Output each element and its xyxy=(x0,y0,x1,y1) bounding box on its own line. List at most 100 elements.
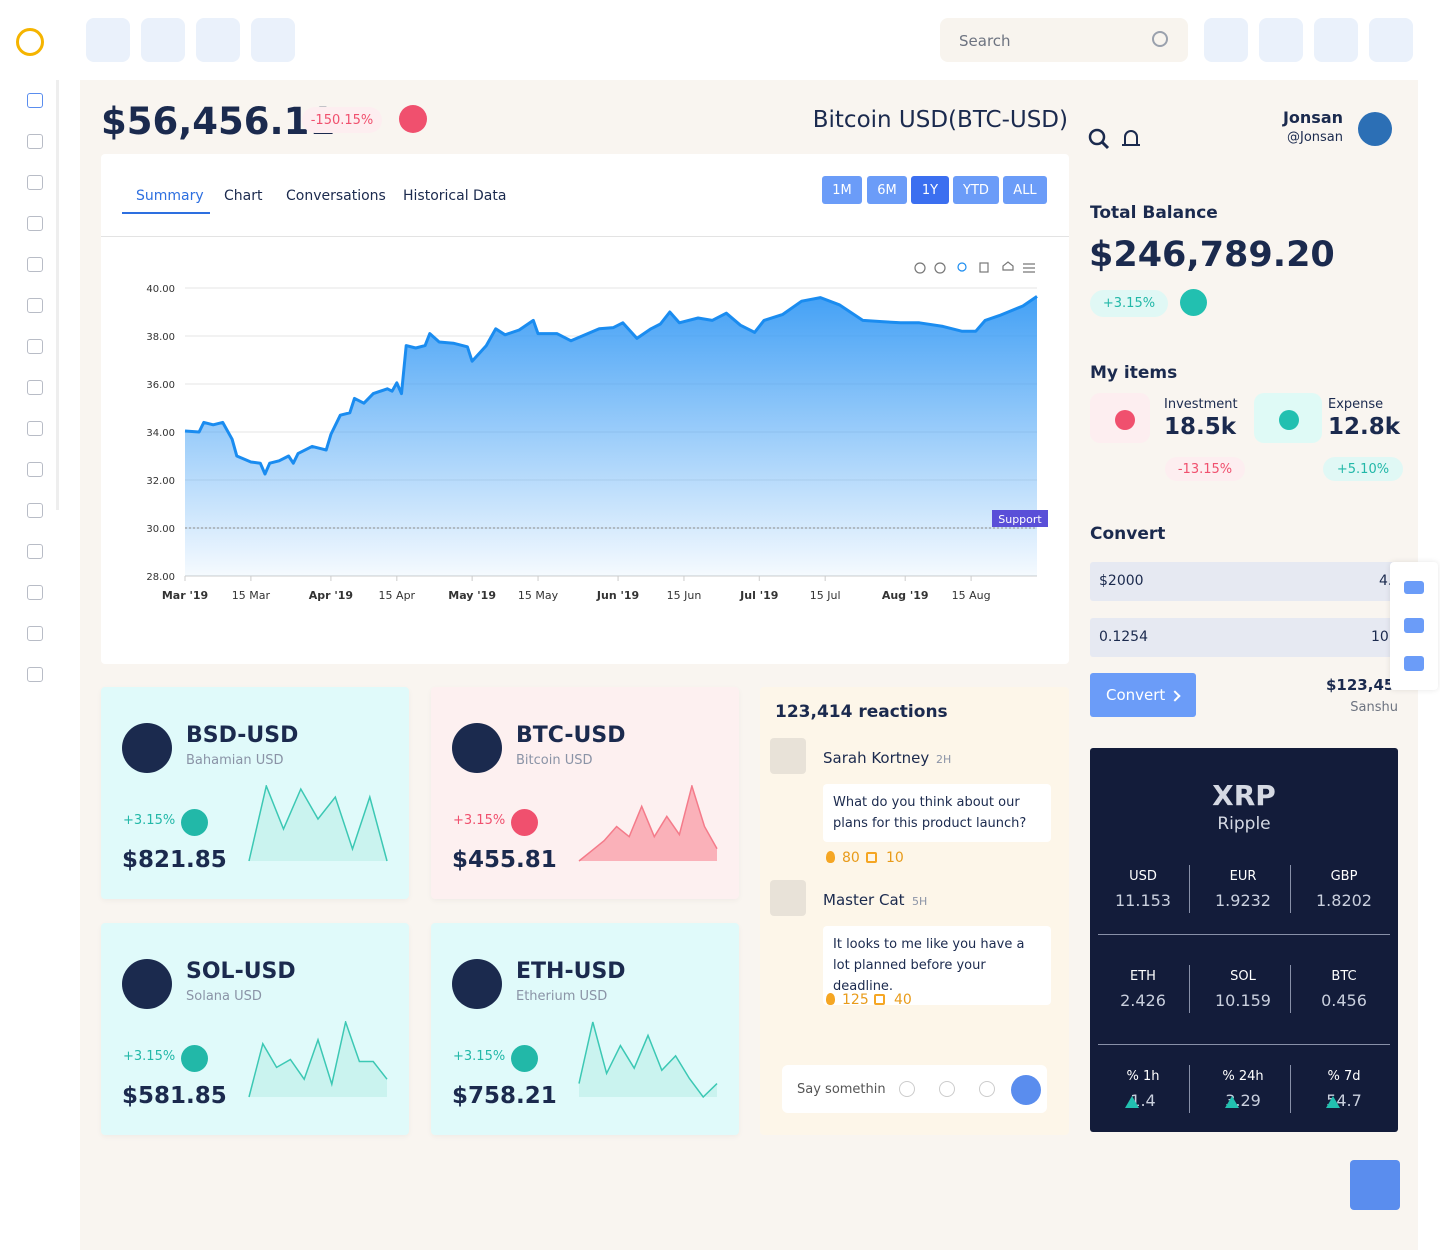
convert-from: $2000 xyxy=(1099,573,1144,589)
dislike-icon[interactable] xyxy=(874,994,885,1005)
range-button[interactable]: ALL xyxy=(1003,176,1047,204)
like-icon[interactable] xyxy=(826,993,835,1005)
profile-button[interactable] xyxy=(1314,18,1358,62)
xrp-divider xyxy=(1189,865,1190,913)
coin-price: $581.85 xyxy=(122,1083,227,1109)
right-icons[interactable] xyxy=(1087,125,1147,155)
xrp-value: 54.7 xyxy=(1326,1091,1362,1110)
comment-text: What do you think about our plans for th… xyxy=(823,784,1051,842)
user-avatar[interactable] xyxy=(1358,112,1392,146)
logo xyxy=(16,28,44,56)
search-box[interactable]: Search xyxy=(940,18,1188,62)
sidebar-icon[interactable] xyxy=(27,216,43,231)
range-button[interactable]: YTD xyxy=(953,176,999,204)
x-tick-label: 15 Apr xyxy=(379,589,416,602)
convert-to: 0.1254 xyxy=(1099,629,1148,645)
sidebar-icon[interactable] xyxy=(27,339,43,354)
chart-toolbar[interactable] xyxy=(914,261,1035,274)
x-tick-label: Jun '19 xyxy=(596,589,639,602)
convert-input[interactable]: $2000 4. xyxy=(1090,562,1418,601)
tab[interactable]: Summary xyxy=(136,188,204,204)
coin-change-icon xyxy=(511,1045,538,1072)
sidebar-icon[interactable] xyxy=(27,462,43,477)
comment-time: 2H xyxy=(936,753,952,766)
sidebar-icon[interactable] xyxy=(27,421,43,436)
sparkline xyxy=(578,785,718,862)
sidebar-icon[interactable] xyxy=(27,257,43,272)
sidebar-icon[interactable] xyxy=(27,626,43,641)
chat-fab[interactable] xyxy=(1350,1160,1400,1210)
up-arrow xyxy=(1326,1096,1340,1108)
dislike-icon[interactable] xyxy=(866,852,877,863)
xrp-divider xyxy=(1290,1065,1291,1113)
xrp-divider xyxy=(1290,965,1291,1013)
chat-button[interactable] xyxy=(141,18,185,62)
xrp-symbol: XRP xyxy=(1212,779,1276,812)
xrp-row-divider xyxy=(1098,934,1390,935)
sparkline-fill xyxy=(579,786,717,861)
coin-change-icon xyxy=(181,809,208,836)
search-icon xyxy=(1152,31,1168,47)
xrp-label: % 1h xyxy=(1126,1069,1160,1084)
sidebar-icon[interactable] xyxy=(27,544,43,559)
annotation-label: Support xyxy=(998,513,1042,526)
message-placeholder: Say somethin xyxy=(797,1082,886,1097)
coin-name: Etherium USD xyxy=(516,989,608,1004)
send-button[interactable] xyxy=(1011,1075,1041,1105)
xrp-divider xyxy=(1189,965,1190,1013)
comment-author: Sarah Kortney xyxy=(823,749,930,767)
sidebar-icon[interactable] xyxy=(27,503,43,518)
like-icon[interactable] xyxy=(826,851,835,863)
tab[interactable]: Conversations xyxy=(286,188,386,204)
tab[interactable]: Historical Data xyxy=(403,188,507,204)
ticker-change: -150.15% xyxy=(302,107,382,133)
balance-title: Total Balance xyxy=(1090,203,1218,223)
item-change: +5.10% xyxy=(1323,457,1403,481)
sidebar-icon[interactable] xyxy=(27,667,43,682)
chat-icon[interactable] xyxy=(1404,656,1424,671)
range-button[interactable]: 6M xyxy=(867,176,907,204)
annotation-box xyxy=(992,510,1048,527)
message-input[interactable]: Say somethin xyxy=(782,1065,1047,1113)
tab[interactable]: Chart xyxy=(224,188,263,204)
y-tick-label: 32.00 xyxy=(146,476,175,487)
pair-title: Bitcoin USD(BTC-USD) xyxy=(812,107,1068,133)
emoji-icon[interactable] xyxy=(939,1081,955,1097)
reactions-card: 123,414 reactions Sarah Kortney 2H What do… xyxy=(760,687,1069,1135)
mention-button[interactable] xyxy=(196,18,240,62)
sidebar-icon[interactable] xyxy=(27,585,43,600)
convert-input[interactable]: 0.1254 10. xyxy=(1090,618,1418,657)
sidebar-icon[interactable] xyxy=(27,93,43,108)
link-icon[interactable] xyxy=(899,1081,915,1097)
like-count: 125 xyxy=(842,992,869,1008)
coin-change: +3.15% xyxy=(453,813,506,828)
clipboard-button[interactable] xyxy=(251,18,295,62)
fullscreen-button[interactable] xyxy=(1204,18,1248,62)
sidebar xyxy=(0,0,60,1250)
coin-price: $455.81 xyxy=(452,847,557,873)
range-button[interactable]: 1M xyxy=(822,176,862,204)
sidebar-icon[interactable] xyxy=(27,298,43,313)
sidebar-icon[interactable] xyxy=(27,380,43,395)
comment-author: Master Cat xyxy=(823,891,905,909)
xrp-divider xyxy=(1189,1065,1190,1113)
sidebar-icon[interactable] xyxy=(27,175,43,190)
x-tick-label: 15 May xyxy=(518,589,559,602)
settings-button[interactable] xyxy=(1369,18,1413,62)
items-title: My items xyxy=(1090,363,1178,383)
camera-icon[interactable] xyxy=(1404,581,1424,594)
coin-sparkline xyxy=(578,785,718,862)
range-button[interactable]: 1Y xyxy=(911,176,949,204)
menu-button[interactable] xyxy=(86,18,130,62)
coin-change: +3.15% xyxy=(123,813,176,828)
balance-up-icon xyxy=(1180,289,1207,316)
price-chart: 28.00 30.00 32.00 34.00 36.00 38.00 40.00 Mar '… xyxy=(146,261,1048,602)
mic-icon[interactable] xyxy=(979,1081,995,1097)
convert-button[interactable]: Convert xyxy=(1090,673,1196,717)
image-icon[interactable] xyxy=(1404,618,1424,633)
notification-button[interactable] xyxy=(1259,18,1303,62)
coin-sparkline xyxy=(248,1021,388,1098)
sparkline-fill xyxy=(249,786,387,861)
sidebar-icon[interactable] xyxy=(27,134,43,149)
